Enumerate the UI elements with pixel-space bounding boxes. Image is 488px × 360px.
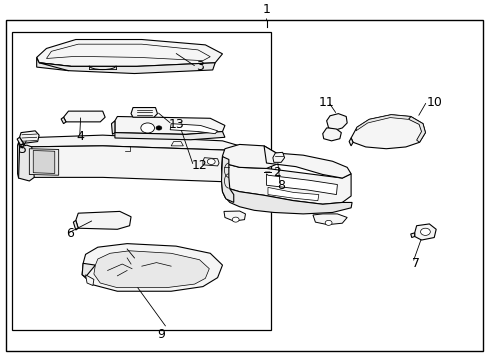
Bar <box>12 32 271 329</box>
Polygon shape <box>73 220 78 230</box>
Polygon shape <box>410 233 414 238</box>
Text: 5: 5 <box>19 143 26 156</box>
Polygon shape <box>264 146 350 178</box>
Circle shape <box>232 217 239 222</box>
Polygon shape <box>350 115 425 149</box>
Text: 12: 12 <box>191 159 207 172</box>
Polygon shape <box>82 263 95 277</box>
Polygon shape <box>94 251 209 288</box>
Polygon shape <box>17 137 23 145</box>
Polygon shape <box>19 135 239 150</box>
Polygon shape <box>37 57 71 71</box>
Polygon shape <box>272 152 284 162</box>
Polygon shape <box>326 114 346 130</box>
Polygon shape <box>348 138 352 146</box>
Text: 7: 7 <box>411 257 419 270</box>
Polygon shape <box>408 117 425 142</box>
Polygon shape <box>355 115 410 131</box>
Polygon shape <box>203 158 219 166</box>
Polygon shape <box>221 156 350 204</box>
Polygon shape <box>224 211 245 221</box>
Polygon shape <box>82 244 222 291</box>
Polygon shape <box>267 188 318 201</box>
Polygon shape <box>61 117 66 124</box>
Polygon shape <box>19 145 34 181</box>
Polygon shape <box>115 131 224 140</box>
Text: 13: 13 <box>168 118 184 131</box>
Circle shape <box>325 220 331 225</box>
Circle shape <box>156 126 162 130</box>
Polygon shape <box>115 117 224 134</box>
Text: 9: 9 <box>157 328 165 342</box>
Text: 2: 2 <box>272 166 280 179</box>
Polygon shape <box>221 157 233 202</box>
Text: 10: 10 <box>426 96 441 109</box>
Text: 3: 3 <box>196 60 204 73</box>
Polygon shape <box>221 182 351 214</box>
Polygon shape <box>29 149 59 175</box>
Polygon shape <box>312 214 346 225</box>
Text: 1: 1 <box>262 3 270 16</box>
Text: 6: 6 <box>66 227 74 240</box>
Polygon shape <box>20 146 239 182</box>
Polygon shape <box>222 144 277 168</box>
Circle shape <box>141 123 154 133</box>
Polygon shape <box>170 124 217 134</box>
Polygon shape <box>39 63 215 73</box>
Polygon shape <box>33 150 55 174</box>
Polygon shape <box>131 108 157 117</box>
Polygon shape <box>37 40 222 66</box>
Polygon shape <box>76 211 131 229</box>
Text: 8: 8 <box>277 179 285 192</box>
Polygon shape <box>18 142 20 178</box>
Text: 11: 11 <box>318 96 334 109</box>
Text: 4: 4 <box>77 130 84 143</box>
Polygon shape <box>322 128 341 141</box>
Circle shape <box>207 159 215 165</box>
Polygon shape <box>20 131 39 143</box>
Polygon shape <box>63 111 105 122</box>
Polygon shape <box>414 224 435 240</box>
Polygon shape <box>85 275 94 285</box>
Polygon shape <box>111 121 115 134</box>
Circle shape <box>420 228 429 235</box>
Polygon shape <box>266 174 337 194</box>
